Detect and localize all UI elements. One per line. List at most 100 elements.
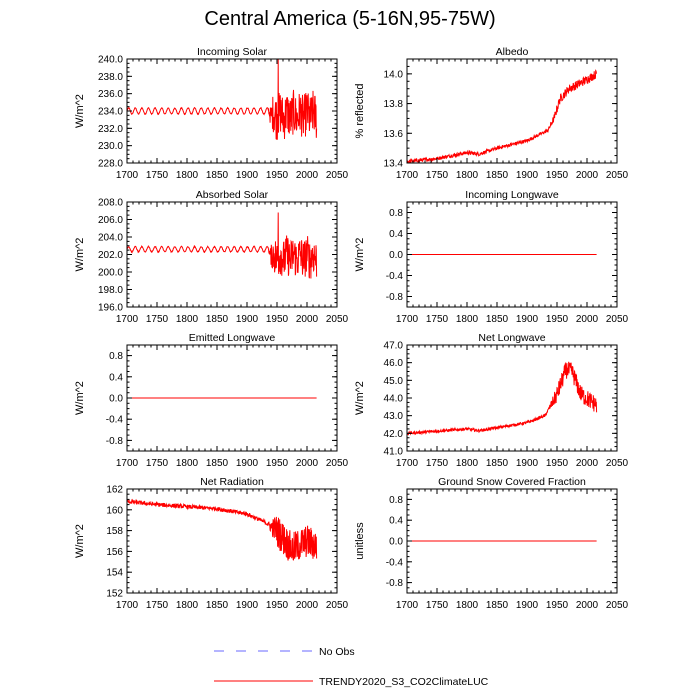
x-tick-label: 1750 [426,458,449,469]
y-tick-label: 0.0 [109,394,123,405]
series-line-model [407,69,598,163]
x-tick-label: 1750 [146,600,169,611]
y-tick-label: 46.0 [384,358,404,369]
chart-panel-7: Ground Snow Covered Fraction unitless 1700… [354,476,629,611]
y-tick-label: 198.0 [98,285,123,296]
x-tick-label: 1700 [396,314,419,325]
y-tick-label: 156 [106,547,123,558]
y-tick-label: 43.0 [384,411,404,422]
y-tick-label: 152 [106,589,123,600]
x-tick-label: 1900 [516,314,539,325]
y-tick-label: 0.8 [389,208,403,219]
x-tick-label: 1700 [116,170,139,181]
x-tick-label: 1750 [146,170,169,181]
y-tick-label: 0.0 [389,537,403,548]
x-tick-label: 2050 [606,458,629,469]
panel-title: Net Longwave [478,332,545,344]
y-tick-label: 232.0 [98,124,123,135]
y-tick-label: 0.4 [389,229,403,240]
x-tick-label: 1850 [206,458,229,469]
y-axis-label: W/m^2 [74,94,86,128]
x-tick-label: 2000 [576,458,599,469]
chart-panel-5: Net Longwave W/m^2 1700 1750 1800 1850 1900 195… [354,332,629,469]
panel-title: Absorbed Solar [196,189,269,201]
panel-title: Incoming Longwave [465,189,559,201]
chart-panel-0: Incoming Solar W/m^2 1700 1750 1800 1850 1900 1… [74,46,349,181]
chart-panel-2: Absorbed Solar W/m^2 1700 1750 1800 1850 1900 1… [74,189,349,325]
x-tick-label: 1950 [266,170,289,181]
panel-title: Ground Snow Covered Fraction [438,476,586,488]
x-tick-label: 1900 [236,458,259,469]
y-tick-label: 0.4 [109,372,123,383]
x-tick-label: 1750 [146,458,169,469]
y-tick-label: -0.4 [386,557,404,568]
legend-label-no-obs: No Obs [319,646,355,658]
panel-title: Incoming Solar [197,46,268,58]
y-tick-label: 202.0 [98,250,123,261]
y-tick-label: 204.0 [98,233,123,244]
y-tick-label: 240.0 [98,55,123,66]
x-tick-label: 1750 [146,314,169,325]
x-tick-label: 1850 [206,170,229,181]
y-tick-label: 47.0 [384,341,404,352]
y-tick-label: 42.0 [384,429,404,440]
y-tick-label: 160 [106,505,123,516]
x-tick-label: 1700 [396,170,419,181]
x-tick-label: 1850 [486,600,509,611]
x-tick-label: 1900 [236,314,259,325]
x-tick-label: 1750 [426,170,449,181]
x-tick-label: 1950 [546,458,569,469]
x-tick-label: 2000 [296,458,319,469]
x-tick-label: 2050 [326,314,349,325]
y-axis-label: W/m^2 [74,238,86,272]
y-axis-label: W/m^2 [354,238,366,272]
y-tick-label: 0.8 [109,351,123,362]
x-tick-label: 2000 [296,170,319,181]
y-tick-label: -0.8 [386,292,404,303]
x-tick-label: 2000 [296,600,319,611]
y-tick-label: 228.0 [98,159,123,170]
y-tick-label: 41.0 [384,447,404,458]
y-axis-label: % reflected [354,83,366,138]
x-tick-label: 1950 [266,458,289,469]
series-line-model [407,361,598,436]
x-tick-label: 1700 [396,458,419,469]
x-tick-label: 1700 [116,458,139,469]
y-axis-label: W/m^2 [74,381,86,415]
y-axis-label: W/m^2 [74,524,86,558]
x-tick-label: 2050 [606,170,629,181]
figure-title: Central America (5-16N,95-75W) [204,8,496,30]
y-tick-label: -0.4 [386,271,404,282]
x-tick-label: 1900 [516,600,539,611]
x-tick-label: 1950 [546,600,569,611]
y-tick-label: 13.6 [384,129,404,140]
x-tick-label: 1950 [266,314,289,325]
x-tick-label: 1950 [266,600,289,611]
y-tick-label: 238.0 [98,72,123,83]
x-tick-label: 2000 [576,170,599,181]
x-tick-label: 1800 [176,458,199,469]
legend-label-model: TRENDY2020_S3_CO2ClimateLUC [319,676,489,688]
x-tick-label: 2050 [606,600,629,611]
x-tick-label: 1800 [456,170,479,181]
y-axis-label: unitless [354,522,366,560]
chart-panel-4: Emitted Longwave W/m^2 1700 1750 1800 1850 190… [74,332,349,469]
x-tick-label: 1850 [486,170,509,181]
x-tick-label: 2000 [576,314,599,325]
y-tick-label: 0.8 [389,495,403,506]
x-tick-label: 1900 [516,458,539,469]
x-tick-label: 1800 [456,458,479,469]
y-tick-label: 45.0 [384,376,404,387]
y-tick-label: 196.0 [98,303,123,314]
plot-frame [406,58,618,164]
x-tick-label: 2000 [296,314,319,325]
x-tick-label: 1850 [206,600,229,611]
x-tick-label: 1850 [486,458,509,469]
x-tick-label: 1750 [426,600,449,611]
y-tick-label: 236.0 [98,89,123,100]
x-tick-label: 1750 [426,314,449,325]
y-tick-label: 158 [106,526,123,537]
x-tick-label: 1900 [236,170,259,181]
x-tick-label: 2000 [576,600,599,611]
